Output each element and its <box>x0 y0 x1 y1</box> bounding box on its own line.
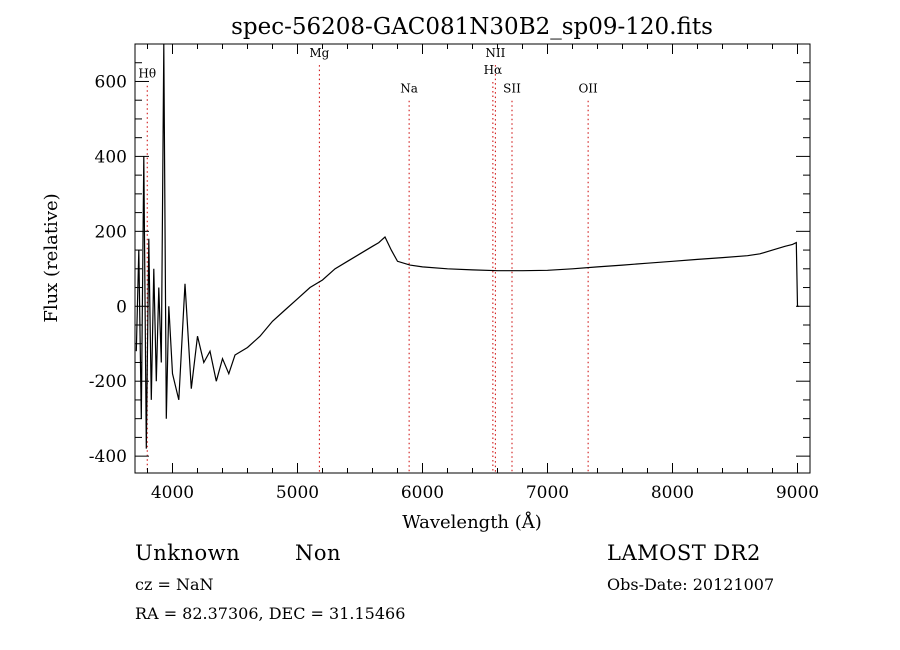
y-tick-label: 0 <box>116 297 127 317</box>
line-marker-label: SII <box>503 82 521 96</box>
line-marker-label: Na <box>400 82 418 96</box>
chart-title: spec-56208-GAC081N30B2_sp09-120.fits <box>231 14 713 40</box>
survey-label: LAMOST DR2 <box>607 541 761 565</box>
y-tick-label: -200 <box>89 372 127 392</box>
y-tick-label: 600 <box>95 72 127 92</box>
line-marker-label: Hα <box>484 63 503 77</box>
cz-label: cz = NaN <box>135 575 214 594</box>
y-tick-label: 200 <box>95 222 127 242</box>
x-tick-label: 5000 <box>276 483 319 503</box>
x-tick-label: 8000 <box>651 483 694 503</box>
class-label: Unknown <box>135 541 241 565</box>
line-marker-label: OII <box>578 82 598 96</box>
y-tick-label: -400 <box>89 447 127 467</box>
line-marker-label: Mg <box>309 46 329 60</box>
line-marker-label: NII <box>485 46 505 60</box>
coordinates-label: RA = 82.37306, DEC = 31.15466 <box>135 604 406 623</box>
x-tick-label: 4000 <box>151 483 194 503</box>
line-marker-label: Hθ <box>138 67 156 81</box>
x-tick-label: 9000 <box>776 483 819 503</box>
x-tick-label: 7000 <box>526 483 569 503</box>
axes: 4000 5000 6000 7000 8000 9000 -400 -200 0 200 400 6… <box>89 43 819 503</box>
y-tick-label: 400 <box>95 147 127 167</box>
x-axis-label: Wavelength (Å) <box>402 511 542 533</box>
subclass-label: Non <box>295 541 342 565</box>
y-axis-label: Flux (relative) <box>41 193 62 322</box>
spectrum-series <box>135 43 799 449</box>
obs-date-label: Obs-Date: 20121007 <box>607 575 775 594</box>
spectrum-line <box>135 43 799 449</box>
x-tick-label: 6000 <box>401 483 444 503</box>
